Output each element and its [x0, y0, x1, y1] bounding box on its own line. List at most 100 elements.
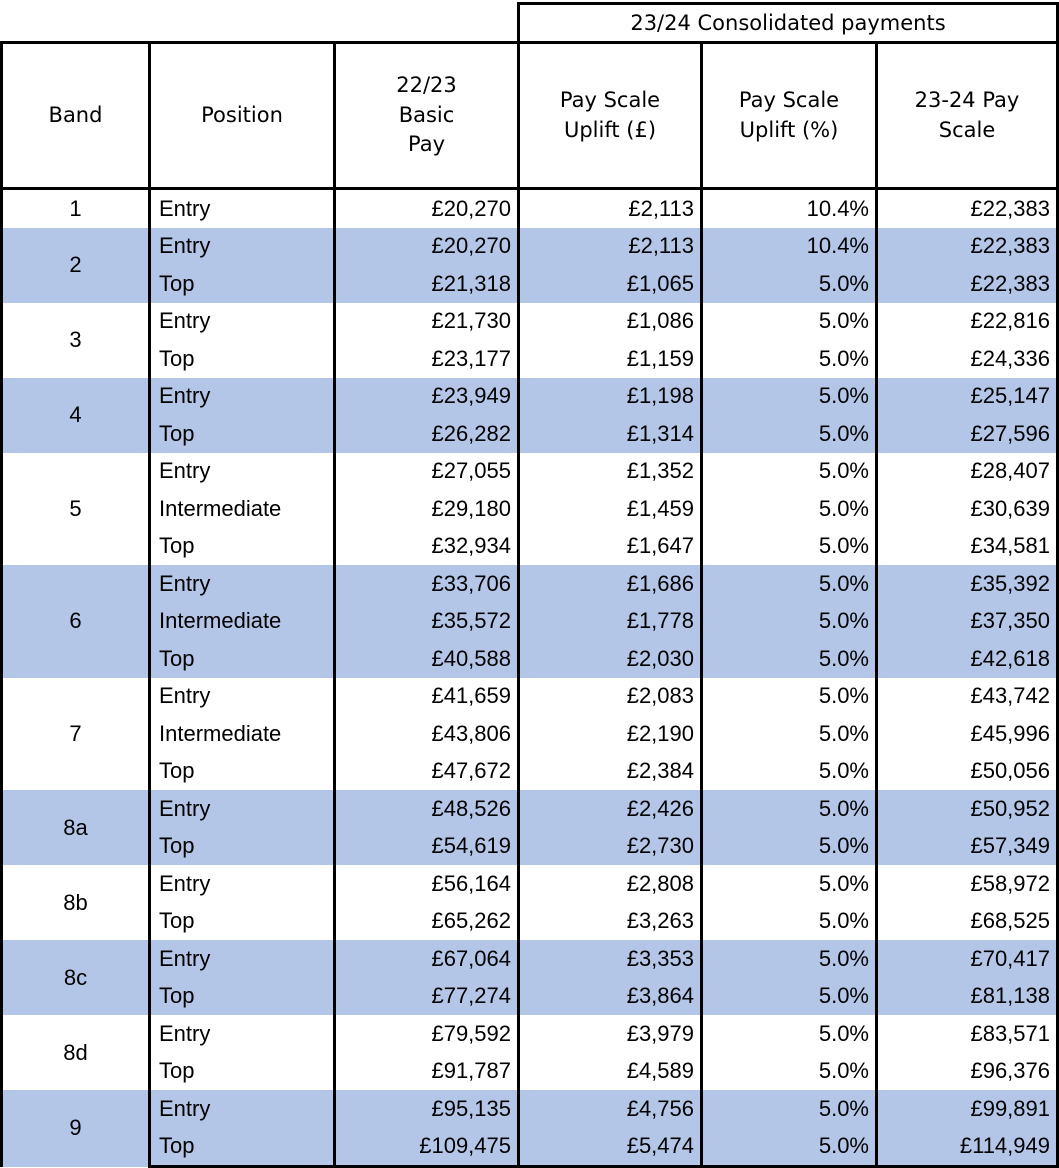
value-cell: £67,064	[333, 940, 520, 978]
table-row: 9 Entry £95,135 £4,756 5.0% £99,891	[0, 1090, 1059, 1167]
table-row: Top £91,787 £4,589 5.0% £96,376	[2, 1052, 1059, 1090]
band-cell: 8a	[0, 790, 151, 865]
column-header-text: 22/23 Basic Pay	[396, 73, 457, 157]
value-cell: £3,263	[517, 902, 703, 940]
column-header: Pay Scale Uplift (%)	[700, 41, 878, 190]
value-cell: £2,426	[517, 790, 703, 828]
table-row: Top £32,934 £1,647 5.0% £34,581	[2, 527, 1059, 565]
band-cell: 5	[0, 452, 151, 565]
value-cell: £34,581	[875, 527, 1059, 565]
position-cell: Top	[148, 527, 336, 565]
table-row: 8b Entry £56,164 £2,808 5.0% £58,972	[0, 865, 1059, 940]
value-cell: £83,571	[875, 1015, 1059, 1053]
value-cell: £2,113	[517, 188, 703, 228]
band-cell: 9	[0, 1090, 151, 1167]
band-cell: 6	[0, 565, 151, 678]
table-row: Top £21,318 £1,065 5.0% £22,383	[2, 265, 1059, 303]
band-cell: 8b	[0, 865, 151, 940]
table-row: 5 Entry £27,055 £1,352 5.0% £28,407	[0, 452, 1059, 565]
value-cell: £1,686	[517, 565, 703, 603]
table-row: 2 Entry £20,270 £2,113 10.4% £22,383	[0, 227, 1059, 303]
value-cell: £41,659	[333, 677, 520, 715]
value-cell: 5.0%	[700, 1090, 878, 1128]
value-cell: £42,618	[875, 640, 1059, 678]
value-cell: £27,596	[875, 415, 1059, 453]
value-cell: £2,808	[517, 865, 703, 903]
value-cell: 5.0%	[700, 1127, 878, 1168]
column-header: Pay Scale Uplift (£)	[517, 41, 703, 190]
value-cell: £29,180	[333, 490, 520, 528]
value-cell: 5.0%	[700, 790, 878, 828]
value-cell: £40,588	[333, 640, 520, 678]
position-cell: Entry	[148, 1090, 336, 1128]
band-cell: 1	[0, 188, 151, 228]
value-cell: £43,742	[875, 677, 1059, 715]
table-row: Top £54,619 £2,730 5.0% £57,349	[2, 827, 1059, 865]
value-cell: £50,056	[875, 752, 1059, 790]
value-cell: 5.0%	[700, 640, 878, 678]
value-cell: £2,083	[517, 677, 703, 715]
band-cell: 8c	[0, 940, 151, 1015]
value-cell: £35,392	[875, 565, 1059, 603]
column-header-text: Position	[201, 102, 283, 127]
value-cell: £70,417	[875, 940, 1059, 978]
position-cell: Top	[148, 1127, 336, 1168]
value-cell: 5.0%	[700, 602, 878, 640]
position-cell: Top	[148, 640, 336, 678]
table-row: 6 Entry £33,706 £1,686 5.0% £35,392	[0, 565, 1059, 678]
value-cell: 5.0%	[700, 565, 878, 603]
value-cell: £1,778	[517, 602, 703, 640]
value-cell: £95,135	[333, 1090, 520, 1128]
table-row: 8c Entry £67,064 £3,353 5.0% £70,417	[0, 940, 1059, 1015]
value-cell: £43,806	[333, 715, 520, 753]
column-header-text: Band	[48, 102, 103, 127]
value-cell: £45,996	[875, 715, 1059, 753]
column-header: 23-24 Pay Scale	[875, 41, 1059, 190]
value-cell: 5.0%	[700, 377, 878, 415]
value-cell: £21,318	[333, 265, 520, 303]
value-cell: £50,952	[875, 790, 1059, 828]
value-cell: £1,086	[517, 302, 703, 340]
position-cell: Top	[148, 977, 336, 1015]
value-cell: £37,350	[875, 602, 1059, 640]
table-row: 8a Entry £48,526 £2,426 5.0% £50,952	[0, 790, 1059, 865]
position-cell: Entry	[148, 1015, 336, 1053]
value-cell: 5.0%	[700, 1052, 878, 1090]
value-cell: £32,934	[333, 527, 520, 565]
value-cell: 5.0%	[700, 340, 878, 378]
value-cell: 5.0%	[700, 265, 878, 303]
value-cell: £21,730	[333, 302, 520, 340]
value-cell: £3,864	[517, 977, 703, 1015]
table-row: 1 Entry £20,270 £2,113 10.4% £22,383	[0, 188, 1059, 228]
value-cell: £56,164	[333, 865, 520, 903]
value-cell: 5.0%	[700, 490, 878, 528]
table-row: Top £40,588 £2,030 5.0% £42,618	[2, 640, 1059, 678]
band-cell: 2	[0, 227, 151, 303]
value-cell: £3,979	[517, 1015, 703, 1053]
value-cell: £79,592	[333, 1015, 520, 1053]
table-row: Intermediate £29,180 £1,459 5.0% £30,639	[2, 490, 1059, 528]
column-header-text: 23-24 Pay Scale	[914, 88, 1020, 142]
value-cell: £4,589	[517, 1052, 703, 1090]
value-cell: 5.0%	[700, 1015, 878, 1053]
table-row: 8d Entry £79,592 £3,979 5.0% £83,571	[0, 1015, 1059, 1090]
value-cell: £109,475	[333, 1127, 520, 1168]
band-cell: 7	[0, 677, 151, 790]
value-cell: £3,353	[517, 940, 703, 978]
table-row: 3 Entry £21,730 £1,086 5.0% £22,816	[0, 302, 1059, 378]
value-cell: £24,336	[875, 340, 1059, 378]
value-cell: £96,376	[875, 1052, 1059, 1090]
table-row: Intermediate £43,806 £2,190 5.0% £45,996	[2, 715, 1059, 753]
value-cell: £1,198	[517, 377, 703, 415]
position-cell: Intermediate	[148, 490, 336, 528]
value-cell: £48,526	[333, 790, 520, 828]
value-cell: 5.0%	[700, 527, 878, 565]
table-row: Top £109,475 £5,474 5.0% £114,949	[2, 1127, 1059, 1168]
value-cell: 5.0%	[700, 302, 878, 340]
value-cell: 5.0%	[700, 415, 878, 453]
position-cell: Entry	[148, 452, 336, 490]
band-cell: 4	[0, 377, 151, 453]
position-cell: Entry	[148, 677, 336, 715]
value-cell: £1,459	[517, 490, 703, 528]
value-cell: £33,706	[333, 565, 520, 603]
